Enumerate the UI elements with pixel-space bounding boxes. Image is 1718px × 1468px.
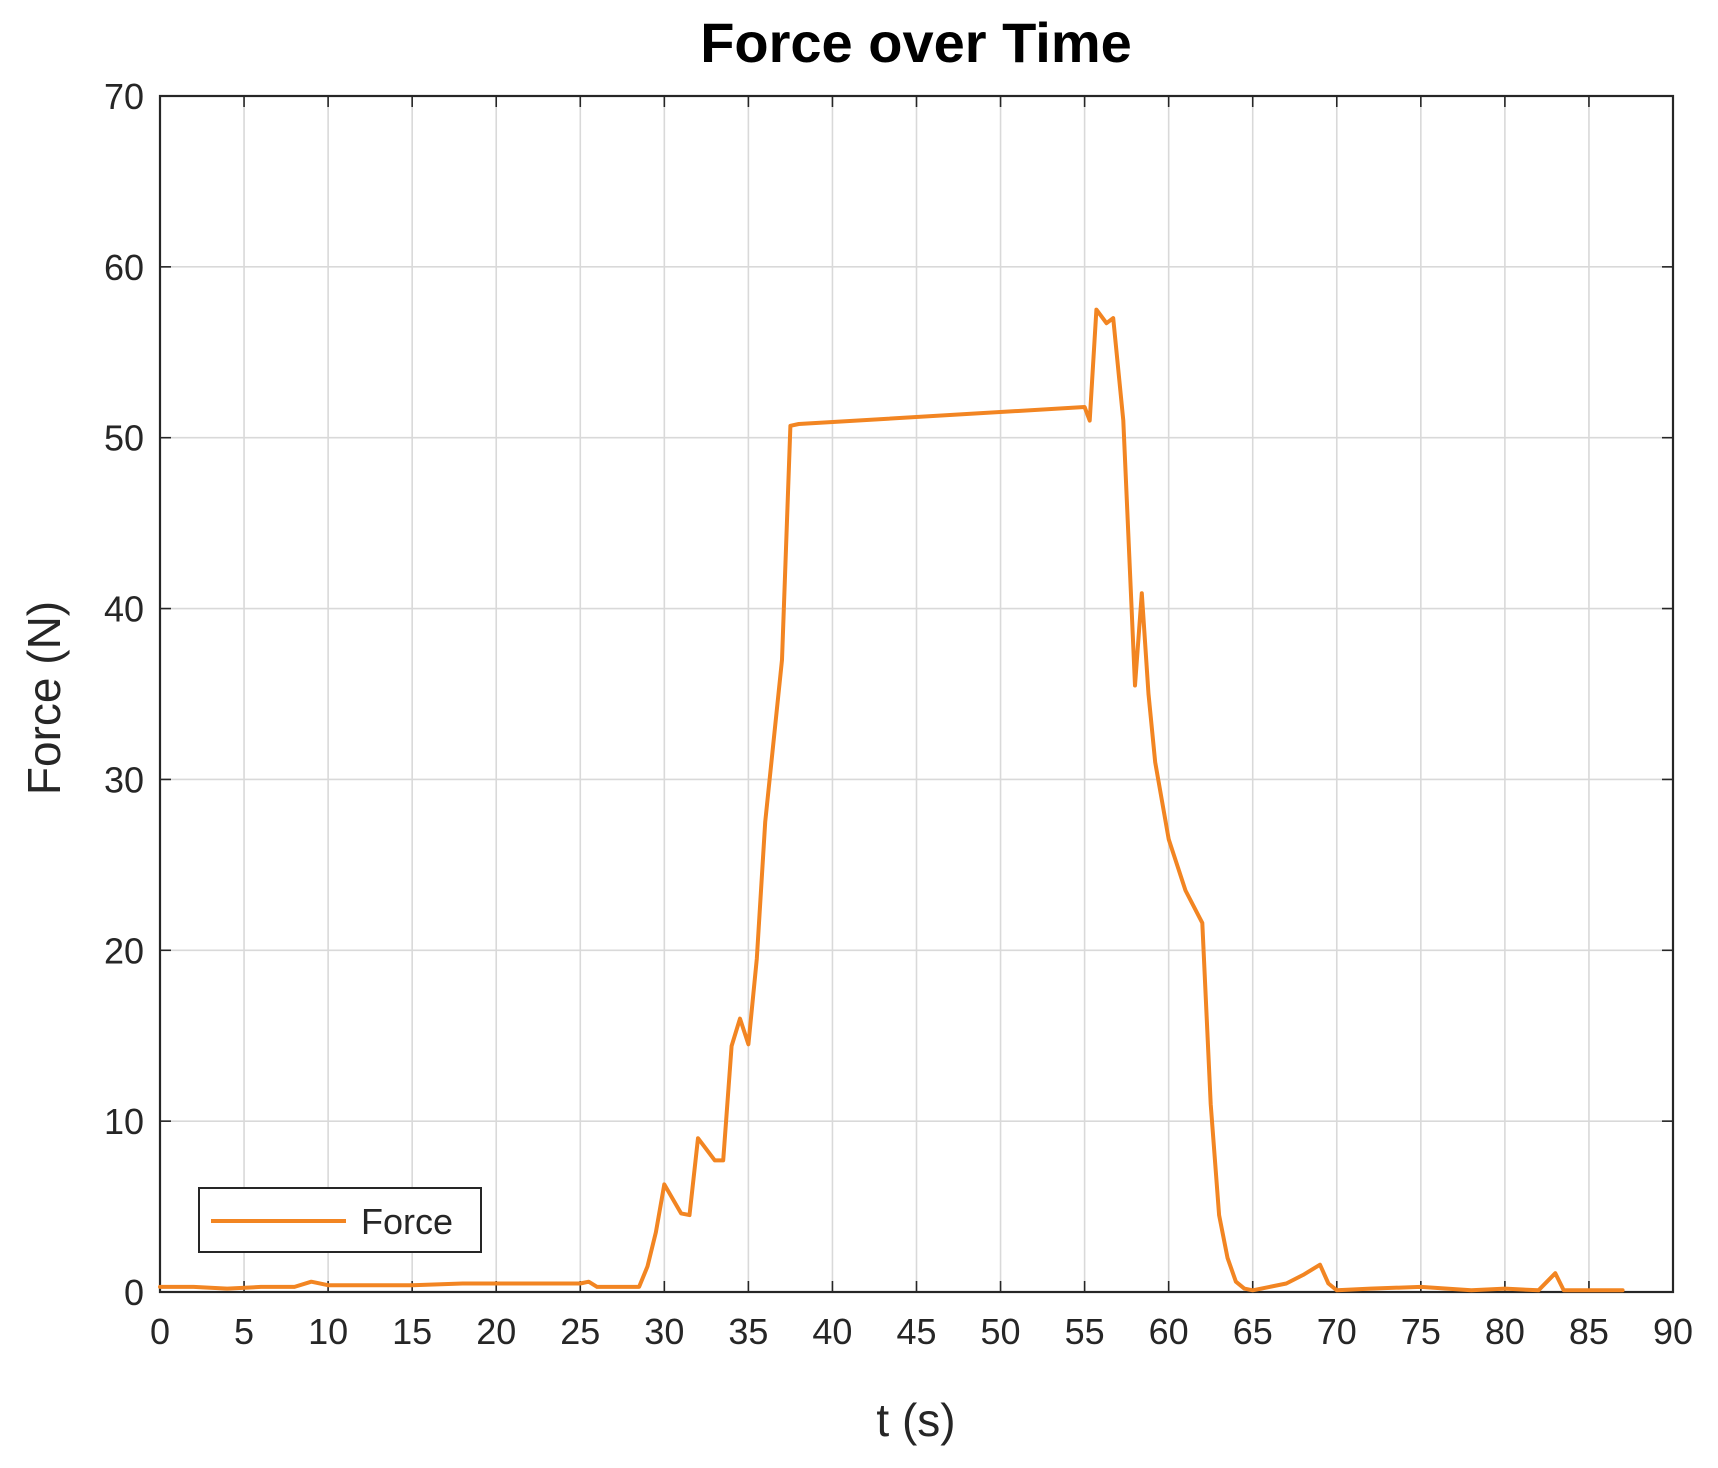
x-tick-label-90: 90 (1653, 1311, 1693, 1352)
y-tick-label-60: 60 (104, 247, 144, 288)
y-tick-label-70: 70 (104, 76, 144, 117)
chart-title: Force over Time (700, 11, 1132, 74)
x-tick-label-55: 55 (1065, 1311, 1105, 1352)
y-tick-label-30: 30 (104, 759, 144, 800)
y-tick-label-10: 10 (104, 1101, 144, 1142)
x-tick-label-10: 10 (308, 1311, 348, 1352)
x-tick-label-40: 40 (812, 1311, 852, 1352)
x-tick-label-25: 25 (560, 1311, 600, 1352)
series-line-force (158, 307, 1625, 1293)
x-tick-label-50: 50 (981, 1311, 1021, 1352)
grid (160, 96, 1673, 1292)
y-tick-label-20: 20 (104, 930, 144, 971)
x-tick-label-70: 70 (1317, 1311, 1357, 1352)
x-tick-label-80: 80 (1485, 1311, 1525, 1352)
x-axis-label: t (s) (876, 1394, 955, 1446)
y-tick-labels: 0 10 20 30 40 50 60 70 (104, 76, 144, 1313)
y-axis-label: Force (N) (18, 601, 70, 795)
x-tick-label-5: 5 (234, 1311, 254, 1352)
x-tick-label-20: 20 (476, 1311, 516, 1352)
y-tick-label-50: 50 (104, 418, 144, 459)
x-tick-label-0: 0 (150, 1311, 170, 1352)
y-tick-label-0: 0 (124, 1272, 144, 1313)
x-tick-label-15: 15 (392, 1311, 432, 1352)
y-tick-label-40: 40 (104, 589, 144, 630)
x-tick-label-75: 75 (1401, 1311, 1441, 1352)
legend-label-force: Force (361, 1201, 453, 1242)
x-tick-label-45: 45 (896, 1311, 936, 1352)
axes-box (158, 94, 1675, 1294)
x-tick-label-30: 30 (644, 1311, 684, 1352)
x-tick-label-65: 65 (1233, 1311, 1273, 1352)
series-layer (158, 307, 1625, 1293)
x-tick-label-60: 60 (1149, 1311, 1189, 1352)
x-tick-labels: 0 5 10 15 20 25 30 35 40 45 50 55 60 65 70 75 80 85 90 (150, 1311, 1693, 1352)
x-tick-label-85: 85 (1569, 1311, 1609, 1352)
legend: Force (198, 1187, 482, 1253)
x-tick-label-35: 35 (728, 1311, 768, 1352)
